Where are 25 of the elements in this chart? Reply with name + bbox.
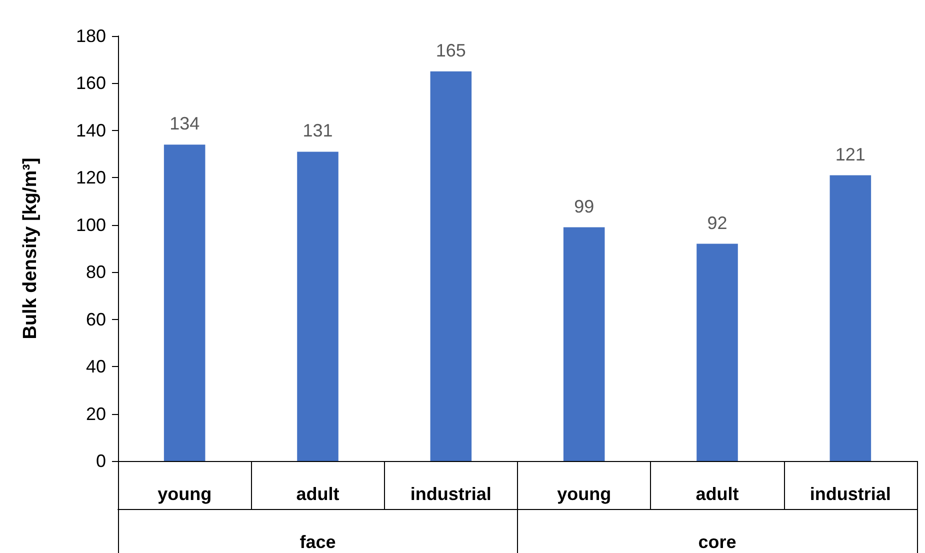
y-tick-label: 100 (76, 214, 106, 235)
y-tick-label: 80 (86, 262, 106, 282)
y-tick-label: 120 (76, 168, 106, 188)
y-tick-label: 160 (76, 73, 106, 94)
data-label: 99 (574, 196, 594, 216)
y-tick-label: 20 (86, 404, 106, 424)
x-tick-label: young (557, 484, 612, 504)
data-label: 165 (436, 40, 466, 60)
y-tick-label: 180 (76, 26, 106, 46)
y-tick-label: 60 (86, 309, 106, 330)
data-label: 121 (835, 144, 866, 164)
text: face (300, 532, 336, 552)
x-tick-label: industrial (810, 484, 891, 504)
y-axis-title: Bulk density [kg/m³] (20, 158, 41, 340)
x-tick-label: young (158, 484, 212, 504)
data-label: 131 (302, 120, 333, 141)
data-label: 134 (170, 114, 200, 134)
x-tick-label: adult (696, 484, 739, 504)
y-tick-label: 0 (96, 451, 106, 471)
y-tick-label: 140 (76, 120, 106, 140)
x-tick-label: adult (296, 484, 340, 504)
data-label: 92 (707, 212, 728, 233)
y-tick-label: 40 (86, 356, 106, 377)
text: core (698, 532, 736, 552)
x-tick-label: industrial (410, 484, 492, 504)
